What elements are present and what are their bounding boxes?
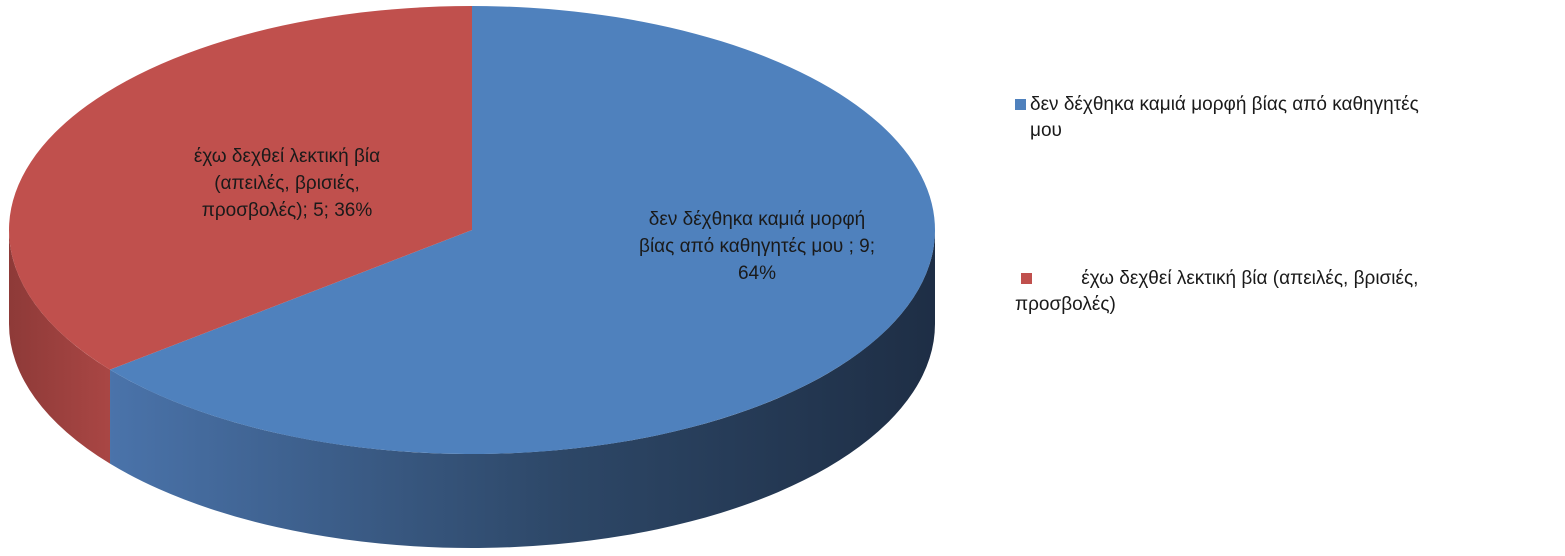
legend-item-no-violence: δεν δέχθηκα καμιά μορφή βίας από καθηγητ… xyxy=(1015,92,1560,144)
slice-label-0-line-2: 64% xyxy=(738,263,776,284)
legend-label-line1: δεν δέχθηκα καμιά μορφή βίας από καθηγητ… xyxy=(1030,94,1419,115)
legend-label-line1: έχω δεχθεί λεκτική βία (απειλές, βρισιές… xyxy=(1039,268,1419,289)
slice-label-0-line-0: δεν δέχθηκα καμιά μορφή xyxy=(649,209,865,230)
legend-item-verbal-violence: έχω δεχθεί λεκτική βία (απειλές, βρισιές… xyxy=(1015,266,1560,318)
pie-slice-1 xyxy=(8,6,472,370)
legend: δεν δέχθηκα καμιά μορφή βίας από καθηγητ… xyxy=(1015,92,1560,318)
pie-side-1 xyxy=(9,230,111,464)
legend-swatch-blue xyxy=(1015,99,1026,110)
legend-label-line2: μου xyxy=(1030,120,1062,141)
slice-label-1-line-0: έχω δεχθεί λεκτική βία xyxy=(194,146,380,167)
slice-label-0-line-1: βίας από καθηγητές μου ; 9; xyxy=(639,236,875,257)
slice-label-1-line-1: (απειλές, βρισιές, xyxy=(214,173,360,194)
legend-swatch-red xyxy=(1021,273,1032,284)
pie-side-0 xyxy=(110,230,935,548)
legend-label-line2: προσβολές) xyxy=(1015,294,1116,315)
pie-slice-0 xyxy=(110,6,936,454)
slice-label-1-line-2: προσβολές); 5; 36% xyxy=(202,200,373,221)
